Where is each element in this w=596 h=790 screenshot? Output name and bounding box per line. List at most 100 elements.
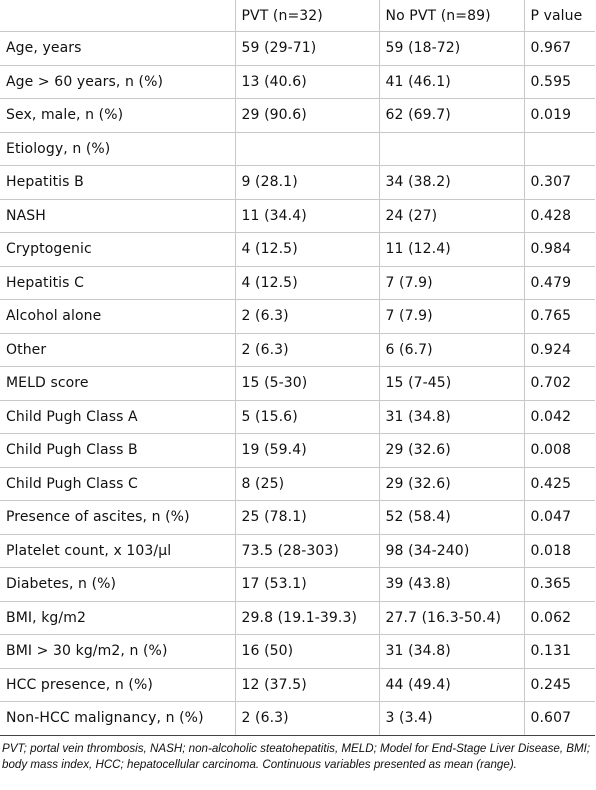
variable-cell: Age, years xyxy=(0,31,236,66)
table-row: Platelet count, x 103/µl 73.5 (28-303) 98 … xyxy=(0,533,595,568)
variable-cell: BMI > 30 kg/m2, n (%) xyxy=(0,634,236,669)
variable-cell: Child Pugh Class A xyxy=(0,399,236,434)
variable-cell: Diabetes, n (%) xyxy=(0,567,236,602)
variable-cell: Sex, male, n (%) xyxy=(0,98,236,133)
no-pvt-cell: 31 (34.8) xyxy=(378,634,525,669)
variable-cell: Other xyxy=(0,332,236,367)
p-value-cell: 0.425 xyxy=(523,466,595,501)
table-body: Age, years 59 (29-71) 59 (18-72) 0.967 Age >… xyxy=(0,31,595,736)
pvt-cell: 11 (34.4) xyxy=(234,198,380,233)
no-pvt-cell: 52 (58.4) xyxy=(378,500,525,535)
variable-cell: Non-HCC malignancy, n (%) xyxy=(0,701,236,736)
pvt-cell: 2 (6.3) xyxy=(234,299,380,334)
pvt-cell: 9 (28.1) xyxy=(234,165,380,200)
no-pvt-cell: 7 (7.9) xyxy=(378,299,525,334)
pvt-cell: 13 (40.6) xyxy=(234,64,380,99)
no-pvt-cell: 15 (7-45) xyxy=(378,366,525,401)
header-cell-variable xyxy=(0,0,236,32)
no-pvt-cell: 62 (69.7) xyxy=(378,98,525,133)
no-pvt-cell: 27.7 (16.3-50.4) xyxy=(378,600,525,635)
table-row: Sex, male, n (%) 29 (90.6) 62 (69.7) 0.019 xyxy=(0,98,595,133)
variable-cell: Hepatitis C xyxy=(0,265,236,300)
pvt-cell: 59 (29-71) xyxy=(234,31,380,66)
table-row: Age > 60 years, n (%) 13 (40.6) 41 (46.1) 0… xyxy=(0,64,595,99)
no-pvt-cell: 98 (34-240) xyxy=(378,533,525,568)
table-row: Diabetes, n (%) 17 (53.1) 39 (43.8) 0.365 xyxy=(0,567,595,602)
table-row: Age, years 59 (29-71) 59 (18-72) 0.967 xyxy=(0,31,595,66)
pvt-cell: 8 (25) xyxy=(234,466,380,501)
header-row: PVT (n=32) No PVT (n=89) P value xyxy=(0,0,595,32)
pvt-cell: 29 (90.6) xyxy=(234,98,380,133)
p-value-cell: 0.595 xyxy=(523,64,595,99)
no-pvt-cell xyxy=(378,131,525,166)
variable-cell: BMI, kg/m2 xyxy=(0,600,236,635)
p-value-cell: 0.047 xyxy=(523,500,595,535)
p-value-cell: 0.365 xyxy=(523,567,595,602)
table-row: Child Pugh Class B 19 (59.4) 29 (32.6) 0.00… xyxy=(0,433,595,468)
p-value-cell xyxy=(523,131,595,166)
header-cell-p-value: P value xyxy=(523,0,595,32)
pvt-cell: 4 (12.5) xyxy=(234,232,380,267)
pvt-cell: 29.8 (19.1-39.3) xyxy=(234,600,380,635)
table-footnote: PVT; portal vein thrombosis, NASH; non-a… xyxy=(2,742,591,771)
p-value-cell: 0.479 xyxy=(523,265,595,300)
pvt-cell: 4 (12.5) xyxy=(234,265,380,300)
p-value-cell: 0.924 xyxy=(523,332,595,367)
variable-cell: Hepatitis B xyxy=(0,165,236,200)
pvt-cell: 12 (37.5) xyxy=(234,667,380,702)
comparison-table: PVT (n=32) No PVT (n=89) P value Age, ye… xyxy=(0,0,595,736)
pvt-cell: 5 (15.6) xyxy=(234,399,380,434)
table-row: Etiology, n (%) xyxy=(0,131,595,166)
table-row: MELD score 15 (5-30) 15 (7-45) 0.702 xyxy=(0,366,595,401)
p-value-cell: 0.984 xyxy=(523,232,595,267)
p-value-cell: 0.131 xyxy=(523,634,595,669)
p-value-cell: 0.245 xyxy=(523,667,595,702)
no-pvt-cell: 24 (27) xyxy=(378,198,525,233)
header-cell-pvt: PVT (n=32) xyxy=(234,0,380,32)
no-pvt-cell: 7 (7.9) xyxy=(378,265,525,300)
no-pvt-cell: 31 (34.8) xyxy=(378,399,525,434)
variable-cell: Presence of ascites, n (%) xyxy=(0,500,236,535)
variable-cell: Age > 60 years, n (%) xyxy=(0,64,236,99)
variable-cell: MELD score xyxy=(0,366,236,401)
table-row: Non-HCC malignancy, n (%) 2 (6.3) 3 (3.4) 0… xyxy=(0,701,595,736)
table-row: Other 2 (6.3) 6 (6.7) 0.924 xyxy=(0,332,595,367)
p-value-cell: 0.702 xyxy=(523,366,595,401)
pvt-cell: 25 (78.1) xyxy=(234,500,380,535)
table-row: Alcohol alone 2 (6.3) 7 (7.9) 0.765 xyxy=(0,299,595,334)
variable-cell: Platelet count, x 103/µl xyxy=(0,533,236,568)
p-value-cell: 0.008 xyxy=(523,433,595,468)
no-pvt-cell: 29 (32.6) xyxy=(378,433,525,468)
variable-cell: Etiology, n (%) xyxy=(0,131,236,166)
table-row: BMI > 30 kg/m2, n (%) 16 (50) 31 (34.8) 0.1… xyxy=(0,634,595,669)
no-pvt-cell: 29 (32.6) xyxy=(378,466,525,501)
table-row: Presence of ascites, n (%) 25 (78.1) 52 (5… xyxy=(0,500,595,535)
table-row: BMI, kg/m2 29.8 (19.1-39.3) 27.7 (16.3-50.… xyxy=(0,600,595,635)
no-pvt-cell: 6 (6.7) xyxy=(378,332,525,367)
pvt-cell: 19 (59.4) xyxy=(234,433,380,468)
no-pvt-cell: 44 (49.4) xyxy=(378,667,525,702)
p-value-cell: 0.307 xyxy=(523,165,595,200)
pvt-cell: 15 (5-30) xyxy=(234,366,380,401)
p-value-cell: 0.607 xyxy=(523,701,595,736)
no-pvt-cell: 39 (43.8) xyxy=(378,567,525,602)
pvt-cell xyxy=(234,131,380,166)
no-pvt-cell: 34 (38.2) xyxy=(378,165,525,200)
table-row: Cryptogenic 4 (12.5) 11 (12.4) 0.984 xyxy=(0,232,595,267)
p-value-cell: 0.019 xyxy=(523,98,595,133)
no-pvt-cell: 41 (46.1) xyxy=(378,64,525,99)
p-value-cell: 0.062 xyxy=(523,600,595,635)
p-value-cell: 0.967 xyxy=(523,31,595,66)
pvt-cell: 2 (6.3) xyxy=(234,701,380,736)
variable-cell: Cryptogenic xyxy=(0,232,236,267)
variable-cell: Child Pugh Class C xyxy=(0,466,236,501)
pvt-cell: 2 (6.3) xyxy=(234,332,380,367)
table-row: NASH 11 (34.4) 24 (27) 0.428 xyxy=(0,198,595,233)
variable-cell: Alcohol alone xyxy=(0,299,236,334)
no-pvt-cell: 59 (18-72) xyxy=(378,31,525,66)
variable-cell: HCC presence, n (%) xyxy=(0,667,236,702)
p-value-cell: 0.042 xyxy=(523,399,595,434)
